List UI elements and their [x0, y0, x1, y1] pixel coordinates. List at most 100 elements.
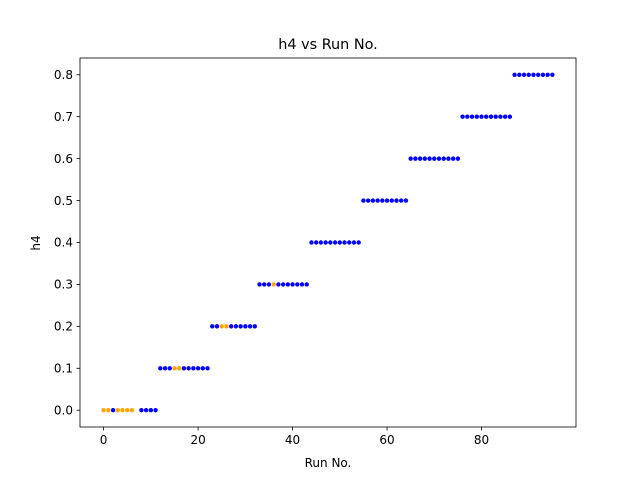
- x-tick-label: 60: [379, 433, 394, 447]
- data-point: [342, 240, 347, 245]
- data-point: [243, 324, 248, 329]
- y-axis-label: h4: [29, 235, 43, 250]
- data-point: [337, 240, 343, 245]
- data-point: [328, 240, 333, 245]
- y-tick-label: 0.4: [54, 236, 73, 250]
- data-point: [370, 198, 376, 203]
- y-tick-label: 0.1: [54, 361, 73, 375]
- data-point: [200, 366, 206, 371]
- data-point: [356, 240, 361, 245]
- data-point: [550, 72, 555, 77]
- data-point: [252, 324, 257, 329]
- data-point: [507, 114, 513, 119]
- data-point: [214, 324, 220, 329]
- data-point: [394, 198, 399, 203]
- data-point: [536, 72, 541, 77]
- data-point: [162, 366, 168, 371]
- data-point: [143, 408, 149, 413]
- data-point: [389, 198, 394, 203]
- y-tick-label: 0.7: [54, 110, 73, 124]
- highlighted-data-point: [219, 324, 224, 329]
- chart-title: h4 vs Run No.: [278, 37, 378, 53]
- highlighted-data-point: [271, 282, 276, 287]
- data-point: [257, 282, 262, 287]
- x-tick-label: 40: [285, 433, 300, 447]
- data-point: [309, 240, 314, 245]
- data-point: [399, 198, 404, 203]
- data-point: [276, 282, 281, 287]
- data-point: [167, 366, 172, 371]
- points-layer: [101, 72, 555, 413]
- data-point: [195, 366, 201, 371]
- data-point: [408, 156, 413, 161]
- data-point: [531, 72, 536, 77]
- data-point: [427, 156, 432, 161]
- data-point: [446, 156, 451, 161]
- x-tick-label: 20: [190, 433, 205, 447]
- data-point: [540, 72, 546, 77]
- data-point: [181, 366, 187, 371]
- data-point: [347, 240, 352, 245]
- data-point: [441, 156, 446, 161]
- data-point: [233, 324, 239, 329]
- data-point: [450, 156, 456, 161]
- data-point: [384, 198, 390, 203]
- data-point: [280, 282, 286, 287]
- data-point: [332, 240, 338, 245]
- data-point: [455, 156, 461, 161]
- highlighted-data-point: [224, 324, 229, 329]
- data-point: [361, 198, 366, 203]
- data-point: [380, 198, 385, 203]
- data-point: [465, 114, 470, 119]
- data-point: [521, 72, 527, 77]
- data-point: [304, 282, 309, 287]
- data-point: [228, 324, 234, 329]
- data-point: [186, 366, 191, 371]
- data-point: [526, 72, 531, 77]
- data-point: [191, 366, 196, 371]
- y-tick-label: 0.0: [54, 403, 73, 417]
- highlighted-data-point: [106, 408, 111, 413]
- data-point: [375, 198, 380, 203]
- data-point: [403, 198, 409, 203]
- data-point: [365, 198, 371, 203]
- highlighted-data-point: [115, 408, 120, 413]
- y-tick-label: 0.8: [54, 68, 73, 82]
- data-point: [110, 408, 116, 413]
- data-point: [488, 114, 494, 119]
- data-point: [479, 114, 484, 119]
- data-point: [153, 408, 158, 413]
- data-point: [432, 156, 437, 161]
- data-point: [545, 72, 550, 77]
- data-point: [238, 324, 243, 329]
- data-point: [502, 114, 508, 119]
- x-tick-label: 80: [474, 433, 489, 447]
- data-point: [295, 282, 300, 287]
- data-point: [422, 156, 428, 161]
- data-point: [139, 408, 144, 413]
- data-point: [313, 240, 319, 245]
- data-point: [210, 324, 215, 329]
- data-point: [299, 282, 305, 287]
- x-axis-label: Run No.: [305, 456, 352, 470]
- x-axis-ticks: 0 20 40 60 80: [100, 427, 489, 447]
- data-point: [413, 156, 418, 161]
- plot-area: [79, 57, 577, 428]
- data-point: [148, 408, 154, 413]
- data-point: [469, 114, 475, 119]
- highlighted-data-point: [125, 408, 130, 413]
- data-point: [318, 240, 324, 245]
- data-point: [474, 114, 479, 119]
- data-point: [158, 366, 163, 371]
- x-tick-label: 0: [100, 433, 108, 447]
- highlighted-data-point: [172, 366, 177, 371]
- data-point: [323, 240, 328, 245]
- data-point: [493, 114, 498, 119]
- data-point: [460, 114, 465, 119]
- data-point: [436, 156, 442, 161]
- data-point: [498, 114, 503, 119]
- data-point: [417, 156, 423, 161]
- data-point: [247, 324, 253, 329]
